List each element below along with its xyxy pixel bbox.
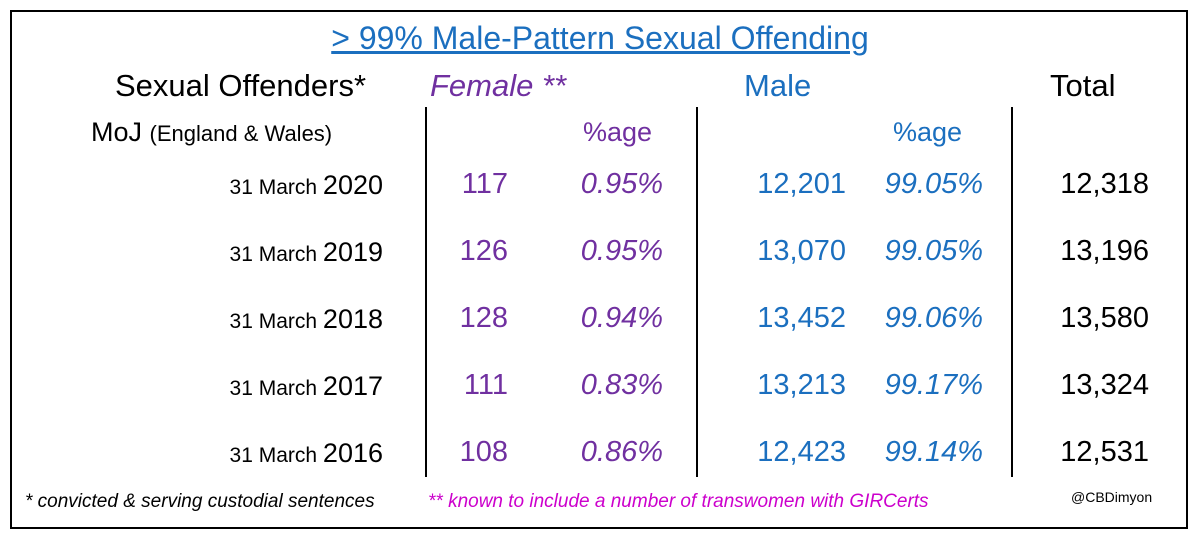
row-date: 31 March 2018 <box>123 306 383 333</box>
row-date-year: 2019 <box>322 237 383 267</box>
row-label-header: Sexual Offenders* <box>115 68 367 103</box>
row-date-day-month: 31 March <box>229 444 318 467</box>
male-pct: 99.05% <box>884 168 983 200</box>
female-count: 126 <box>459 235 508 267</box>
female-count: 108 <box>459 436 508 468</box>
row-date: 31 March 2020 <box>123 172 383 199</box>
female-pct-header: %age <box>583 117 653 147</box>
total-count: 12,531 <box>1060 436 1149 468</box>
total-count: 12,318 <box>1060 168 1149 200</box>
male-count: 12,201 <box>757 168 846 200</box>
row-date-year: 2020 <box>322 170 383 200</box>
male-pct: 99.06% <box>884 302 983 334</box>
total-count: 13,196 <box>1060 235 1149 267</box>
row-date: 31 March 2017 <box>123 373 383 400</box>
row-date: 31 March 2019 <box>123 239 383 266</box>
female-header: Female ** <box>430 68 567 103</box>
male-count: 12,423 <box>757 436 846 468</box>
table-frame <box>10 10 1188 529</box>
total-count: 13,324 <box>1060 369 1149 401</box>
female-pct: 0.95% <box>580 168 663 200</box>
female-pct: 0.95% <box>580 235 663 267</box>
row-date-year: 2018 <box>322 304 383 334</box>
row-date-day-month: 31 March <box>229 176 318 199</box>
row-date-day-month: 31 March <box>229 243 318 266</box>
female-pct: 0.83% <box>580 369 663 401</box>
footnote-star: * convicted & serving custodial sentence… <box>25 491 375 512</box>
female-count: 111 <box>463 369 508 401</box>
footnote-double-star: ** known to include a number of transwom… <box>428 491 929 512</box>
source-name: MoJ <box>91 117 143 147</box>
male-pct: 99.17% <box>884 369 983 401</box>
male-count: 13,213 <box>757 369 846 401</box>
divider-total <box>1011 107 1013 477</box>
female-count: 117 <box>461 168 508 200</box>
credit-label: @CBDimyon <box>1071 489 1153 505</box>
male-pct-header: %age <box>893 117 963 147</box>
divider-female <box>425 107 427 477</box>
source-label: MoJ (England & Wales) <box>91 119 332 146</box>
female-pct: 0.86% <box>580 436 663 468</box>
male-pct: 99.14% <box>884 436 983 468</box>
male-pct: 99.05% <box>884 235 983 267</box>
divider-male <box>696 107 698 477</box>
male-header: Male <box>744 68 812 103</box>
male-count: 13,070 <box>757 235 846 267</box>
female-count: 128 <box>459 302 508 334</box>
row-date-day-month: 31 March <box>229 310 318 333</box>
row-date-year: 2017 <box>322 371 383 401</box>
row-date: 31 March 2016 <box>123 440 383 467</box>
total-count: 13,580 <box>1060 302 1149 334</box>
row-date-year: 2016 <box>322 438 383 468</box>
total-header: Total <box>1050 68 1116 103</box>
row-date-day-month: 31 March <box>229 377 318 400</box>
male-count: 13,452 <box>757 302 846 334</box>
region-label: (England & Wales) <box>149 121 333 146</box>
chart-title: > 99% Male-Pattern Sexual Offending <box>331 20 869 56</box>
female-pct: 0.94% <box>580 302 663 334</box>
